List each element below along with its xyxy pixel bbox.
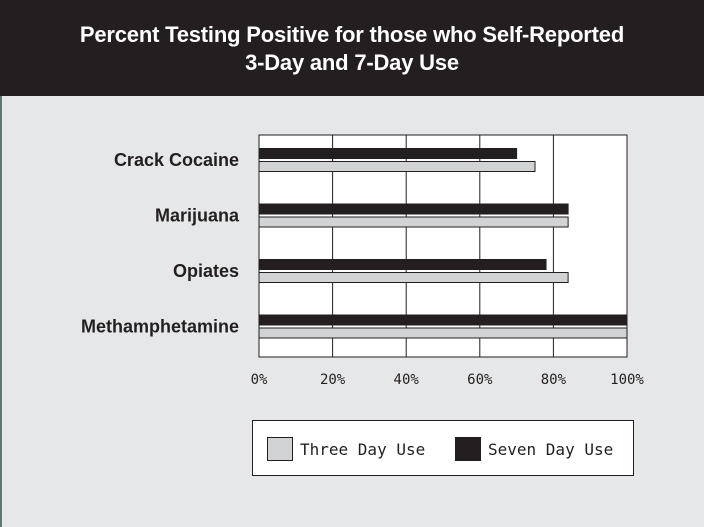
x-tick-label-80: 80% (541, 372, 567, 388)
chart-title-line-1: Percent Testing Positive for those who S… (79, 22, 625, 47)
legend-label-three-day: Three Day Use (300, 439, 426, 459)
category-label-crack-cocaine: Crack Cocaine (114, 150, 239, 170)
bar-methamphetamine-seven-day-use (258, 314, 628, 326)
legend: Three Day Use Seven Day Use (252, 420, 634, 476)
bar-marijuana-seven-day-use (258, 203, 569, 215)
category-label-opiates: Opiates (173, 261, 239, 281)
x-tick-label-20: 20% (320, 372, 346, 388)
x-tick-label-60: 60% (467, 372, 493, 388)
legend-item-seven-day: Seven Day Use (455, 436, 613, 462)
legend-label-seven-day: Seven Day Use (488, 439, 614, 459)
plot-border (258, 134, 628, 358)
bar-crack-cocaine-three-day-use (258, 161, 536, 172)
x-tick-label-0: 0% (251, 372, 268, 388)
category-label-methamphetamine: Methamphetamine (81, 317, 239, 337)
legend-swatch-three-day (267, 437, 293, 461)
bar-methamphetamine-three-day-use (258, 327, 628, 339)
bar-opiates-seven-day-use (258, 259, 547, 270)
category-label-marijuana: Marijuana (155, 206, 240, 226)
x-tick-label-100: 100% (610, 372, 644, 388)
bar-crack-cocaine-seven-day-use (258, 148, 518, 159)
bar-marijuana-three-day-use (258, 216, 569, 228)
legend-swatch-seven-day (455, 437, 481, 461)
chart-title-line-2: 3-Day and 7-Day Use (245, 50, 459, 75)
bar-opiates-three-day-use (258, 272, 569, 283)
title-bar: Percent Testing Positive for those who S… (0, 0, 704, 96)
legend-item-three-day: Three Day Use (267, 436, 425, 462)
x-tick-label-40: 40% (394, 372, 420, 388)
